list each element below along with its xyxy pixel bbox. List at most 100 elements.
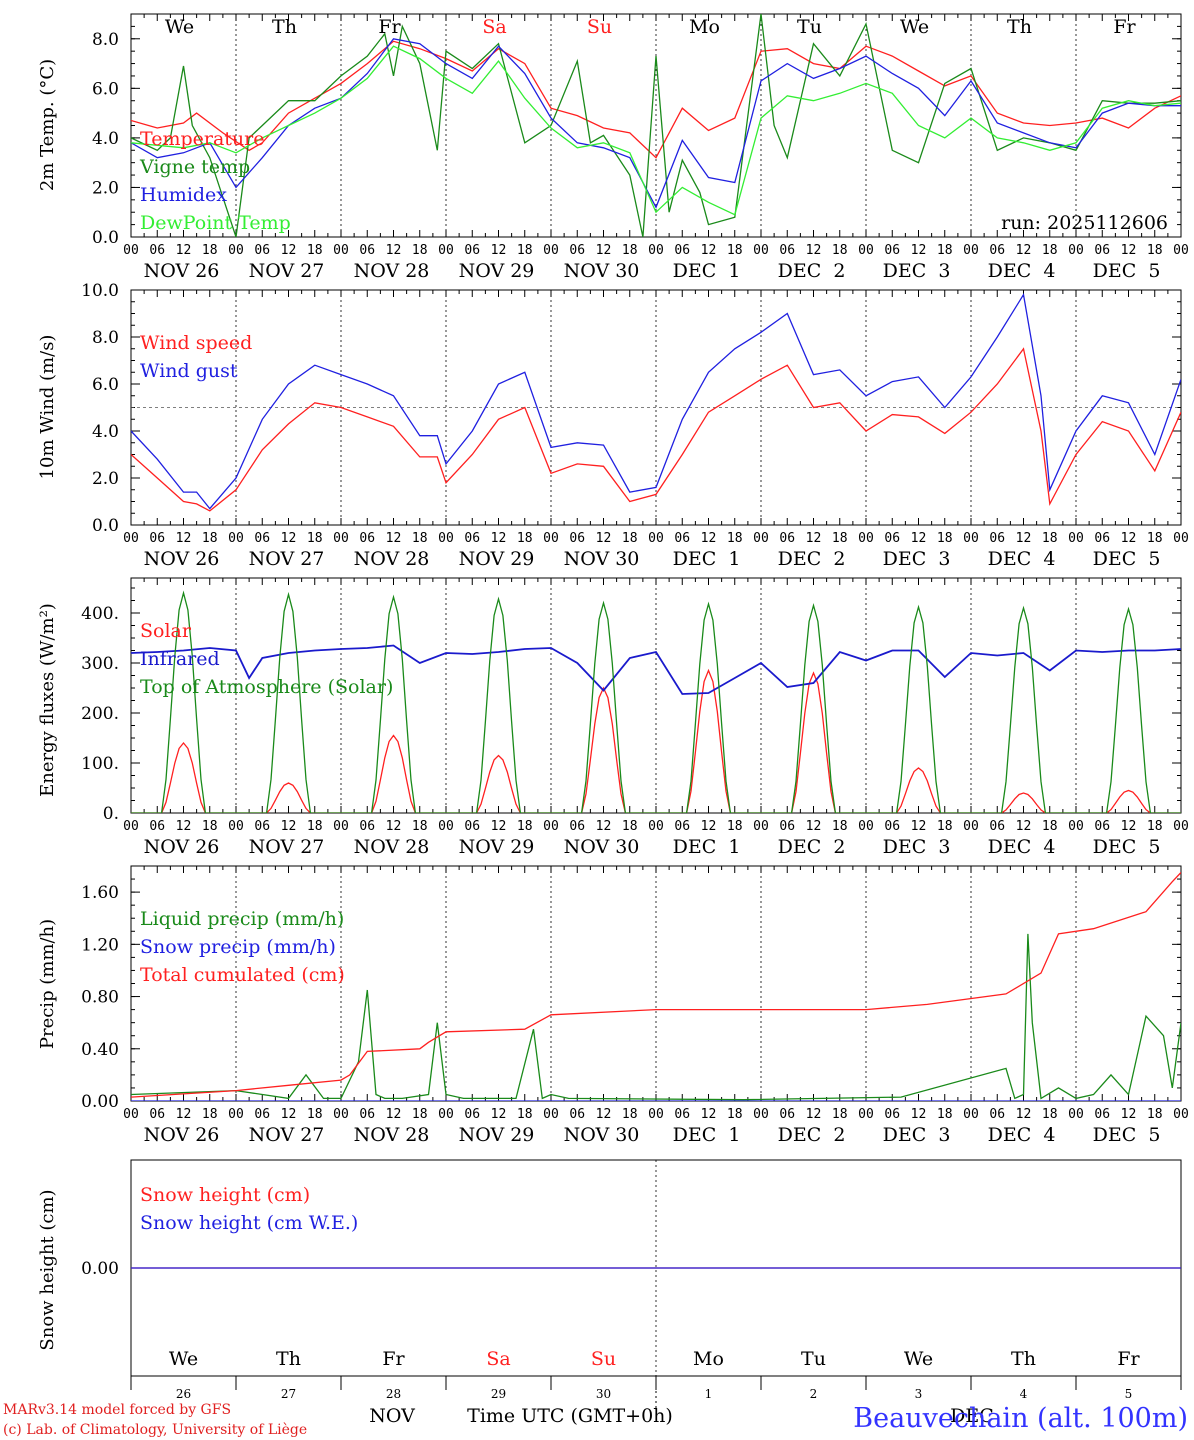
hour-tick-label: 12 xyxy=(596,531,612,546)
hour-tick-label: 00 xyxy=(438,243,454,258)
day-number-label: 2 xyxy=(810,1387,818,1401)
hour-tick-label: 12 xyxy=(701,1107,717,1122)
hour-tick-label: 06 xyxy=(779,243,795,258)
y-tick-label: 2.0 xyxy=(92,469,119,489)
hour-tick-label: 18 xyxy=(202,243,218,258)
hour-tick-label: 18 xyxy=(412,243,428,258)
hour-tick-label: 18 xyxy=(412,1107,428,1122)
hour-tick-label: 06 xyxy=(1094,243,1110,258)
hour-tick-label: 12 xyxy=(701,531,717,546)
hour-tick-label: 06 xyxy=(569,243,585,258)
hour-tick-label: 06 xyxy=(1094,531,1110,546)
hour-tick-label: 00 xyxy=(858,819,874,834)
hour-tick-label: 00 xyxy=(1173,1107,1189,1122)
date-label: NOV 28 xyxy=(354,836,430,858)
series-humidex-line xyxy=(131,38,1181,209)
date-label: DEC 4 xyxy=(988,260,1056,282)
y-tick-label: 0.00 xyxy=(81,1259,119,1279)
hour-tick-label: 00 xyxy=(648,1107,664,1122)
hour-tick-label: 12 xyxy=(281,1107,297,1122)
series-temperature-line xyxy=(131,40,1181,159)
hour-tick-label: 06 xyxy=(464,531,480,546)
weekday-label-bottom: We xyxy=(169,1348,198,1370)
hour-tick-label: 00 xyxy=(1173,819,1189,834)
hour-tick-label: 18 xyxy=(307,531,323,546)
hour-tick-label: 00 xyxy=(648,243,664,258)
hour-tick-label: 12 xyxy=(386,1107,402,1122)
hour-tick-label: 00 xyxy=(1068,243,1084,258)
hour-tick-label: 18 xyxy=(307,1107,323,1122)
hour-tick-label: 00 xyxy=(1068,1107,1084,1122)
hour-tick-label: 06 xyxy=(569,1107,585,1122)
y-tick-label: 4.0 xyxy=(92,422,119,442)
hour-tick-label: 12 xyxy=(176,243,192,258)
hour-tick-label: 18 xyxy=(1042,1107,1058,1122)
hour-tick-label: 12 xyxy=(491,531,507,546)
hour-tick-label: 06 xyxy=(149,243,165,258)
date-label: NOV 27 xyxy=(249,836,325,858)
day-number-label: 4 xyxy=(1020,1387,1028,1401)
y-axis-label: Precip (mm/h) xyxy=(37,919,58,1049)
hour-tick-label: 18 xyxy=(727,531,743,546)
hour-tick-label: 18 xyxy=(202,819,218,834)
hour-tick-label: 06 xyxy=(149,1107,165,1122)
hour-tick-label: 00 xyxy=(1173,531,1189,546)
date-label: NOV 29 xyxy=(459,548,535,570)
legend-liquid-precip-mm-h: Liquid precip (mm/h) xyxy=(140,908,344,930)
time-axis-label: Time UTC (GMT+0h) xyxy=(467,1405,673,1427)
y-tick-label: 300. xyxy=(81,654,119,674)
hour-tick-label: 00 xyxy=(438,531,454,546)
hour-tick-label: 12 xyxy=(1016,1107,1032,1122)
date-label: NOV 30 xyxy=(564,260,640,282)
hour-tick-label: 12 xyxy=(1121,819,1137,834)
hour-tick-label: 06 xyxy=(1094,1107,1110,1122)
date-label: DEC 4 xyxy=(988,836,1056,858)
hour-tick-label: 00 xyxy=(963,531,979,546)
date-label: DEC 1 xyxy=(673,548,741,570)
series-wind-speed-line xyxy=(131,347,1181,512)
hour-tick-label: 00 xyxy=(858,531,874,546)
hour-tick-label: 00 xyxy=(1068,819,1084,834)
weekday-label-bottom: Th xyxy=(1011,1348,1036,1370)
lab-credit: (c) Lab. of Climatology, University of L… xyxy=(3,1422,307,1438)
hour-tick-label: 12 xyxy=(491,243,507,258)
station-name: Beauvechain (alt. 100m) xyxy=(853,1403,1188,1434)
weekday-label-top: Th xyxy=(272,16,297,38)
hour-tick-label: 18 xyxy=(622,1107,638,1122)
hour-tick-label: 00 xyxy=(228,819,244,834)
hour-tick-label: 06 xyxy=(989,1107,1005,1122)
hour-tick-label: 12 xyxy=(1121,531,1137,546)
series-liquid-precip-mm-h-line xyxy=(131,933,1181,1101)
hour-tick-label: 00 xyxy=(438,1107,454,1122)
date-label: DEC 1 xyxy=(673,260,741,282)
date-label: NOV 29 xyxy=(459,1124,535,1146)
hour-tick-label: 12 xyxy=(911,819,927,834)
hour-tick-label: 12 xyxy=(911,1107,927,1122)
hour-tick-label: 12 xyxy=(806,819,822,834)
legend-wind-speed: Wind speed xyxy=(140,332,252,354)
weekday-label-top: We xyxy=(165,16,194,38)
hour-tick-label: 06 xyxy=(254,819,270,834)
date-label: DEC 3 xyxy=(883,836,951,858)
day-number-label: 30 xyxy=(596,1387,611,1401)
y-tick-label: 6.0 xyxy=(92,79,119,99)
date-label: DEC 3 xyxy=(883,1124,951,1146)
date-label: DEC 2 xyxy=(778,548,846,570)
hour-tick-label: 12 xyxy=(281,243,297,258)
hour-tick-label: 18 xyxy=(1147,1107,1163,1122)
series-solar-line xyxy=(131,668,1181,813)
hour-tick-label: 18 xyxy=(412,819,428,834)
date-label: DEC 5 xyxy=(1093,548,1161,570)
hour-tick-label: 00 xyxy=(753,531,769,546)
hour-tick-label: 12 xyxy=(1016,531,1032,546)
hour-tick-label: 00 xyxy=(333,531,349,546)
hour-tick-label: 00 xyxy=(333,819,349,834)
hour-tick-label: 06 xyxy=(149,819,165,834)
hour-tick-label: 12 xyxy=(176,531,192,546)
month-label-nov: NOV xyxy=(369,1405,415,1427)
date-label: DEC 3 xyxy=(883,260,951,282)
hour-tick-label: 12 xyxy=(491,819,507,834)
hour-tick-label: 18 xyxy=(1042,243,1058,258)
hour-tick-label: 06 xyxy=(359,1107,375,1122)
series-top-of-atmosphere-solar-line xyxy=(131,590,1181,813)
